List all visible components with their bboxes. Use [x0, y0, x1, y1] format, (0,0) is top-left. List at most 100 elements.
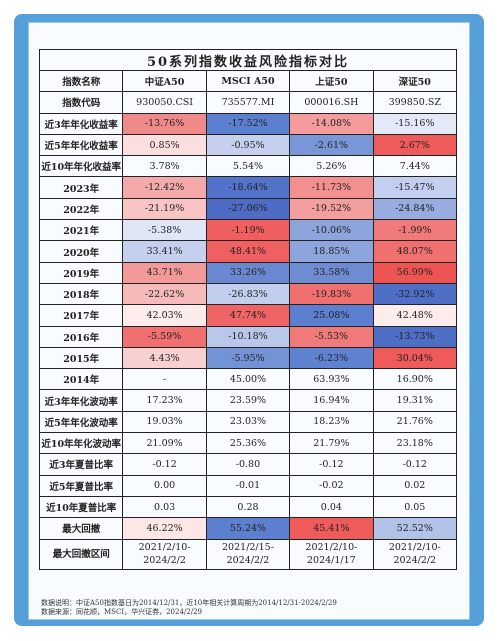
- table-cell: 46.22%: [122, 517, 207, 540]
- table-row: 近5年夏普比率 0.00 -0.01 -0.02 0.02: [38, 474, 458, 497]
- table-cell: -13.73%: [372, 325, 458, 348]
- data-note: 数据说明：中证A50指数基日为2014/12/31，近10年相关计算周期为201…: [41, 599, 337, 607]
- row-label: 最大回撤: [38, 517, 124, 540]
- table-body: 指数代码 930050.CSI 735577.MI 000016.SH 399850.S…: [38, 91, 458, 570]
- table-row: 2015年 4.43% -5.95% -6.23% 30.04%: [38, 346, 458, 370]
- table-row: 2018年 -22.62% -26.83% -19.83% -32.92%: [38, 282, 458, 306]
- row-label: 2022年: [38, 197, 124, 221]
- row-label: 最大回撤区间: [38, 538, 124, 570]
- table-cell: -22.62%: [122, 282, 207, 306]
- table-cell: 23.18%: [372, 432, 458, 455]
- row-label: 2019年: [38, 261, 124, 284]
- table-row: 2023年 -12.42% -18.64% -11.73% -15.47%: [38, 176, 458, 199]
- table-cell: -0.01: [205, 474, 291, 497]
- table-card: 50系列指数收益风险指标对比 指数名称 中证A50 MSCI A50 上证50 …: [28, 22, 470, 620]
- table-cell: -27.06%: [205, 197, 291, 221]
- row-label: 2016年: [38, 325, 124, 348]
- table-cell: 23.59%: [205, 389, 291, 412]
- table-cell: 47.74%: [205, 304, 291, 327]
- row-label: 2015年: [38, 346, 124, 370]
- table-cell: -0.12: [122, 453, 207, 476]
- table-cell: -1.99%: [372, 219, 458, 242]
- table-cell: -: [122, 368, 207, 391]
- table-row: 2016年 -5.59% -10.18% -5.53% -13.73%: [38, 325, 458, 348]
- table-cell: 0.28: [205, 495, 291, 519]
- header-sse50: 上证50: [289, 69, 374, 93]
- table-row: 2017年 42.03% 47.74% 25.08% 42.48%: [38, 304, 458, 327]
- table-cell: 2.67%: [372, 133, 458, 157]
- table-cell: 21.76%: [372, 410, 458, 434]
- table-cell: 17.23%: [122, 389, 207, 412]
- table-cell: 30.04%: [372, 346, 458, 370]
- table-cell: -15.47%: [372, 176, 458, 199]
- table-cell: 48.07%: [372, 240, 458, 263]
- table-cell: 42.03%: [122, 304, 207, 327]
- table-cell: -0.12: [289, 453, 374, 476]
- table-row: 近3年年化波动率 17.23% 23.59% 16.94% 19.31%: [38, 389, 458, 412]
- table-cell: -5.53%: [289, 325, 374, 348]
- row-label: 近3年年化收益率: [38, 112, 124, 135]
- row-label: 近5年年化波动率: [38, 410, 124, 434]
- table-cell: -15.16%: [372, 112, 458, 135]
- table-cell: 25.08%: [289, 304, 374, 327]
- table-row: 指数代码 930050.CSI 735577.MI 000016.SH 399850.S…: [38, 91, 458, 114]
- table-cell: 16.94%: [289, 389, 374, 412]
- table-cell: 3.78%: [122, 155, 207, 178]
- table-cell: 0.04: [289, 495, 374, 519]
- table-row: 近10年年化波动率 21.09% 25.36% 21.79% 23.18%: [38, 432, 458, 455]
- table-cell: -21.19%: [122, 197, 207, 221]
- table-cell: -10.18%: [205, 325, 291, 348]
- table-row: 近3年夏普比率 -0.12 -0.80 -0.12 -0.12: [38, 453, 458, 476]
- table-cell: -18.64%: [205, 176, 291, 199]
- table-cell: 33.41%: [122, 240, 207, 263]
- table-row: 近5年年化波动率 19.03% 23.03% 18.23% 21.76%: [38, 410, 458, 434]
- header-msci-a50: MSCI A50: [205, 69, 291, 93]
- table-cell: -19.83%: [289, 282, 374, 306]
- table-row: 2014年 -45.00% 63.93% 16.90%: [38, 368, 458, 391]
- table-cell: -17.52%: [205, 112, 291, 135]
- table-cell: 42.48%: [372, 304, 458, 327]
- table-cell: -0.02: [289, 474, 374, 497]
- table-row: 2021年 -5.38% -1.19% -10.06% -1.99%: [38, 219, 458, 242]
- table-cell: 2021/2/10- 2024/1/17: [289, 538, 374, 570]
- table-row: 2019年 43.71% 33.26% 33.58% 56.99%: [38, 261, 458, 284]
- table-cell: 0.03: [122, 495, 207, 519]
- row-label: 2017年: [38, 304, 124, 327]
- table-title: 50系列指数收益风险指标对比: [39, 49, 457, 71]
- table-cell: 0.02: [372, 474, 458, 497]
- row-label: 近5年夏普比率: [38, 474, 124, 497]
- header-szse50: 深证50: [372, 69, 458, 93]
- table-cell: -5.95%: [205, 346, 291, 370]
- table-cell: 4.43%: [122, 346, 207, 370]
- table-cell: 43.71%: [122, 261, 207, 284]
- table-cell: 45.41%: [289, 517, 374, 540]
- table-row: 2022年 -21.19% -27.06% -19.52% -24.84%: [38, 197, 458, 221]
- table-cell: 25.36%: [205, 432, 291, 455]
- table-row: 2020年 33.41% 48.41% 18.85% 48.07%: [38, 240, 458, 263]
- table-row: 近10年年化收益率 3.78% 5.54% 5.26% 7.44%: [38, 155, 458, 178]
- table-cell: 52.52%: [372, 517, 458, 540]
- table-cell: 56.99%: [372, 261, 458, 284]
- table-cell: 0.00: [122, 474, 207, 497]
- table-cell: 33.26%: [205, 261, 291, 284]
- table-cell: 2021/2/10- 2024/2/2: [122, 538, 207, 570]
- row-label: 近3年年化波动率: [38, 389, 124, 412]
- table-cell: -14.08%: [289, 112, 374, 135]
- table-cell: -13.76%: [122, 112, 207, 135]
- table-cell: 33.58%: [289, 261, 374, 284]
- table-cell: 0.05: [372, 495, 458, 519]
- table-cell: 19.31%: [372, 389, 458, 412]
- source-note: 数据来源：同花顺，MSCI，华兴证券，2024/2/29: [41, 608, 202, 616]
- row-label: 2023年: [38, 176, 124, 199]
- table-cell: -0.95%: [205, 133, 291, 157]
- index-comparison-table: 50系列指数收益风险指标对比 指数名称 中证A50 MSCI A50 上证50 …: [38, 49, 458, 570]
- table-cell: -5.38%: [122, 219, 207, 242]
- header-csi-a50: 中证A50: [122, 69, 207, 93]
- table-cell: 0.85%: [122, 133, 207, 157]
- row-label: 近10年年化波动率: [38, 432, 124, 455]
- table-row: 近5年年化收益率 0.85% -0.95% -2.61% 2.67%: [38, 133, 458, 157]
- table-cell: 5.54%: [205, 155, 291, 178]
- table-cell: -10.06%: [289, 219, 374, 242]
- table-cell: -19.52%: [289, 197, 374, 221]
- table-cell: 19.03%: [122, 410, 207, 434]
